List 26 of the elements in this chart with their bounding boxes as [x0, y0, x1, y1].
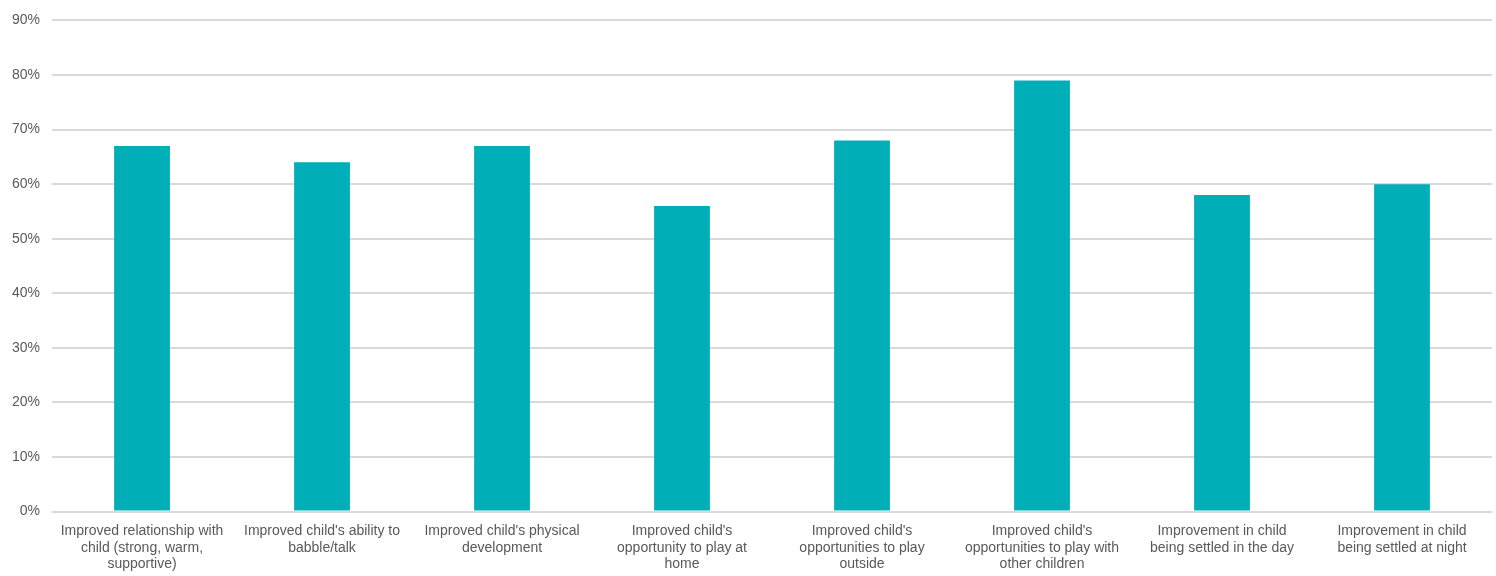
x-tick-label: Improved child's opportunity to play at home: [617, 521, 748, 572]
y-tick-label: 20%: [11, 393, 41, 410]
bar: [654, 205, 710, 511]
x-tick-label: Improvement in child being settled in the day: [1150, 521, 1294, 555]
bar: [834, 140, 890, 511]
bar: [114, 145, 170, 511]
bar: [474, 145, 530, 511]
y-tick-label: 30%: [11, 338, 41, 355]
x-tick-label: Improved child's ability to babble/talk: [244, 521, 401, 555]
y-tick-label: 60%: [11, 174, 41, 191]
x-tick-label: Improved relationship with child (strong, warm, supportive): [60, 521, 224, 572]
bar: [294, 162, 350, 511]
y-tick-label: 40%: [11, 284, 41, 301]
y-tick-label: 70%: [11, 120, 41, 137]
x-tick-label: Improved child's physical development: [424, 521, 580, 555]
x-tick-label: Improvement in child being settled at night: [1337, 521, 1467, 555]
x-tick-label: Improved child's opportunities to play outside: [799, 521, 925, 572]
bar: [1194, 195, 1250, 511]
y-tick-label: 80%: [11, 65, 41, 82]
bar: [1374, 184, 1430, 511]
y-tick-label: 50%: [11, 229, 41, 246]
x-tick-label: Improved child's opportunities to play with other children: [964, 521, 1120, 572]
bar: [1014, 80, 1070, 511]
y-tick-label: 90%: [11, 11, 41, 28]
y-tick-label: 10%: [11, 447, 41, 464]
y-tick-label: 0%: [19, 502, 41, 519]
